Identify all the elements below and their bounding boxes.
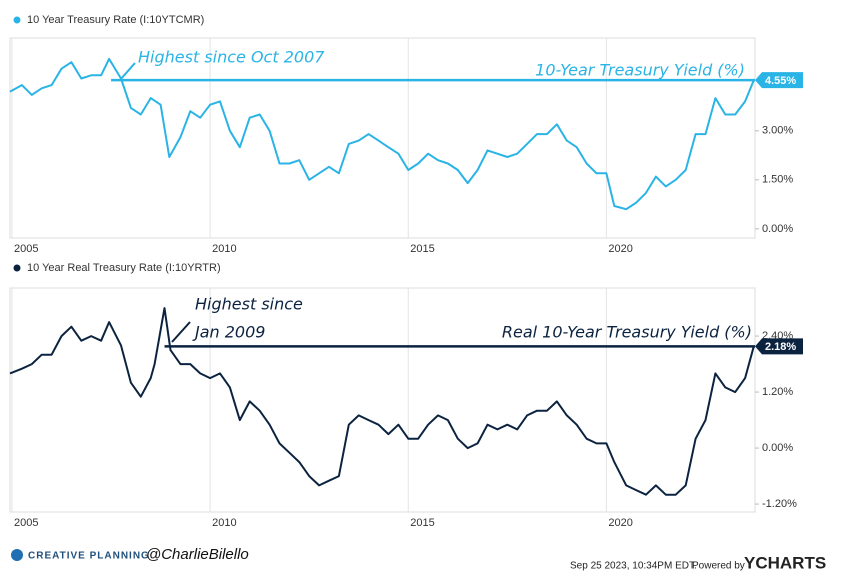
brand-logo <box>11 549 23 561</box>
value-badge-label: 2.18% <box>765 341 796 353</box>
footer: CREATIVE PLANNING @CharlieBilello Sep 25… <box>11 546 826 572</box>
annotation: Highest since <box>195 295 303 314</box>
legend-label: 10 Year Real Treasury Rate (I:10YRTR) <box>27 262 221 274</box>
value-badge-label: 4.55% <box>765 75 796 87</box>
annotation: Jan 2009 <box>192 323 265 342</box>
powered-by: Powered by <box>692 561 745 572</box>
x-tick-label: 2005 <box>14 243 38 255</box>
brand: CREATIVE PLANNING <box>28 551 150 562</box>
y-tick-label: -1.20% <box>762 498 797 510</box>
x-tick-label: 2010 <box>212 243 236 255</box>
series-line <box>9 307 755 496</box>
x-tick-label: 2005 <box>14 517 38 529</box>
legend-marker <box>13 264 21 272</box>
x-tick-label: 2020 <box>608 243 632 255</box>
annotation-pointer <box>171 321 191 343</box>
plot-frame <box>9 287 756 513</box>
annotation-pointer <box>119 62 136 81</box>
x-tick-label: 2015 <box>410 517 434 529</box>
y-tick-label: 0.00% <box>762 442 793 454</box>
value-badge <box>755 338 803 355</box>
value-badge <box>755 72 803 89</box>
chart-panel: 10 Year Treasury Rate (I:10YTCMR) 2005 201… <box>9 14 803 255</box>
y-tick-label: 0.00% <box>762 223 793 235</box>
y-tick-label: 3.00% <box>762 125 793 137</box>
vendor: YCHARTS <box>744 553 826 572</box>
y-tick-label: 1.50% <box>762 174 793 186</box>
y-tick-label: 1.20% <box>762 386 793 398</box>
series-line <box>9 57 755 211</box>
legend-marker <box>13 16 21 24</box>
handle: @CharlieBilello <box>146 546 249 563</box>
annotation: Real 10-Year Treasury Yield (%) <box>502 323 752 342</box>
x-tick-label: 2015 <box>410 243 434 255</box>
timestamp: Sep 25 2023, 10:34PM EDT. <box>570 561 697 572</box>
legend-label: 10 Year Treasury Rate (I:10YTCMR) <box>27 14 204 26</box>
plot-frame <box>9 37 756 239</box>
annotation: 10-Year Treasury Yield (%) <box>535 61 745 80</box>
x-tick-label: 2020 <box>608 517 632 529</box>
annotation: Highest since Oct 2007 <box>138 48 325 67</box>
chart-panel: 10 Year Real Treasury Rate (I:10YRTR) 200… <box>9 262 803 529</box>
x-tick-label: 2010 <box>212 517 236 529</box>
